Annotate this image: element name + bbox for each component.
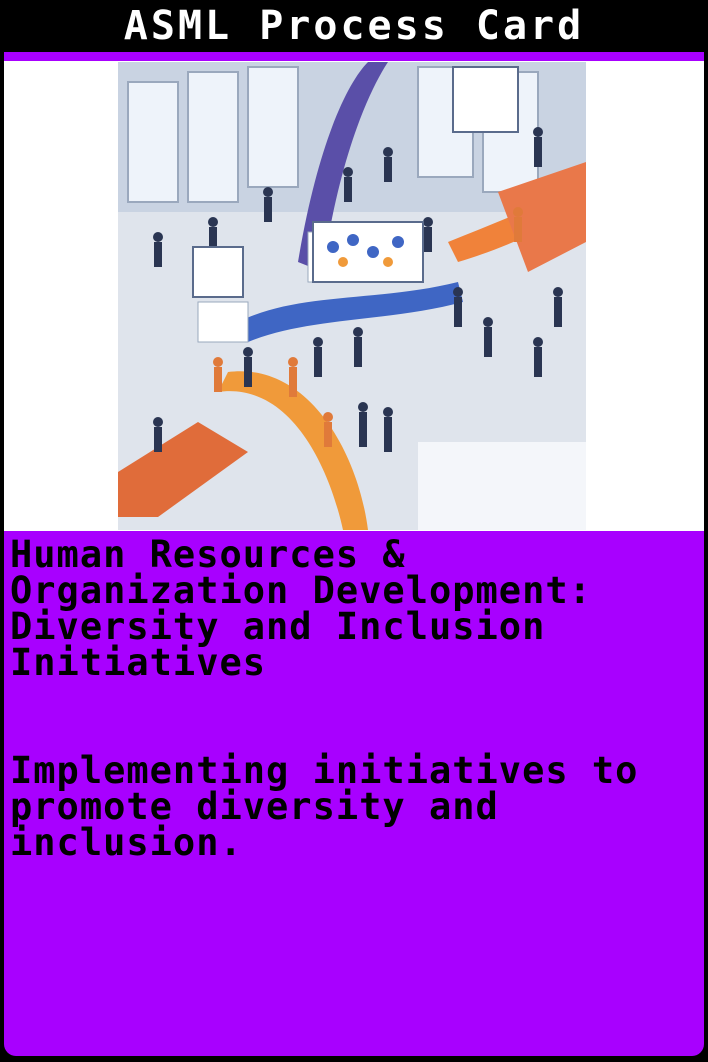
card-description: Implementing initiatives to promote dive… [10,749,639,864]
text-panel: Human Resources & Organization Developme… [4,531,704,1056]
illustration-icon [118,62,586,530]
accent-stripe [4,52,704,61]
image-panel [4,61,704,531]
card-heading: Human Resources & Organization Developme… [10,533,592,684]
card-title: ASML Process Card [123,3,585,49]
